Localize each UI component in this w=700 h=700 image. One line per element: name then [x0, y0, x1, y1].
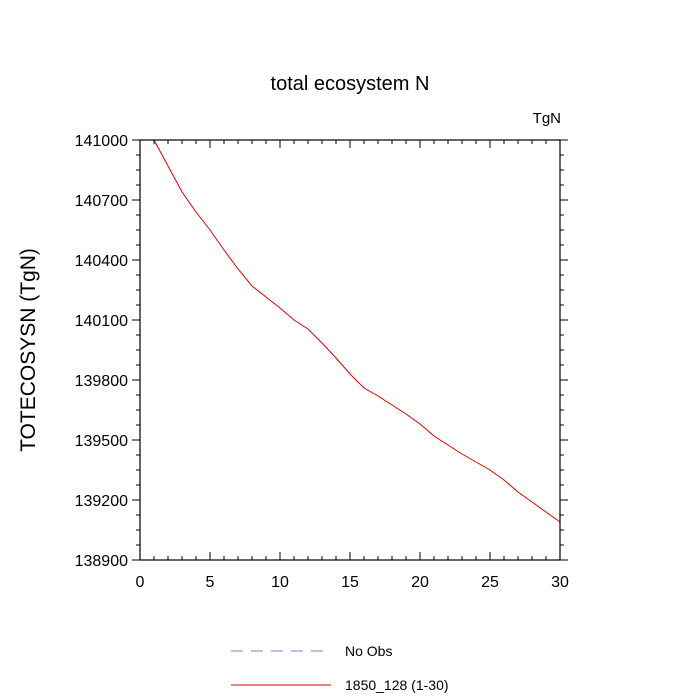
tick-labels: 0 5 10 15 20 25 30 138900 139200 139500 139800 1401… — [75, 133, 569, 591]
legend: No Obs 1850_128 (1-30) — [231, 643, 449, 693]
legend-label-no-obs: No Obs — [345, 643, 392, 659]
units-label: TgN — [533, 110, 561, 127]
y-tick-label: 139500 — [75, 433, 128, 450]
y-tick-label: 139800 — [75, 373, 128, 390]
chart-title: total ecosystem N — [271, 73, 430, 95]
x-tick-label: 15 — [341, 574, 359, 591]
legend-label-1850-128: 1850_128 (1-30) — [345, 677, 449, 693]
x-tick-label: 5 — [206, 574, 215, 591]
x-tick-label: 0 — [136, 574, 145, 591]
y-tick-label: 139200 — [75, 493, 128, 510]
x-tick-label: 25 — [481, 574, 499, 591]
y-tick-label: 140100 — [75, 313, 128, 330]
axis-ticks — [132, 139, 568, 561]
x-tick-label: 20 — [411, 574, 429, 591]
series-lines — [153, 139, 561, 523]
y-tick-label: 140400 — [75, 253, 128, 270]
y-tick-label: 138900 — [75, 553, 128, 570]
x-tick-label: 10 — [271, 574, 289, 591]
y-tick-label: 140700 — [75, 193, 128, 210]
y-axis-label: TOTECOSYSN (TgN) — [17, 248, 40, 452]
x-tick-label: 30 — [551, 574, 569, 591]
plot-frame — [139, 139, 561, 561]
y-tick-label: 141000 — [75, 133, 128, 150]
series-line-1 — [153, 139, 561, 523]
